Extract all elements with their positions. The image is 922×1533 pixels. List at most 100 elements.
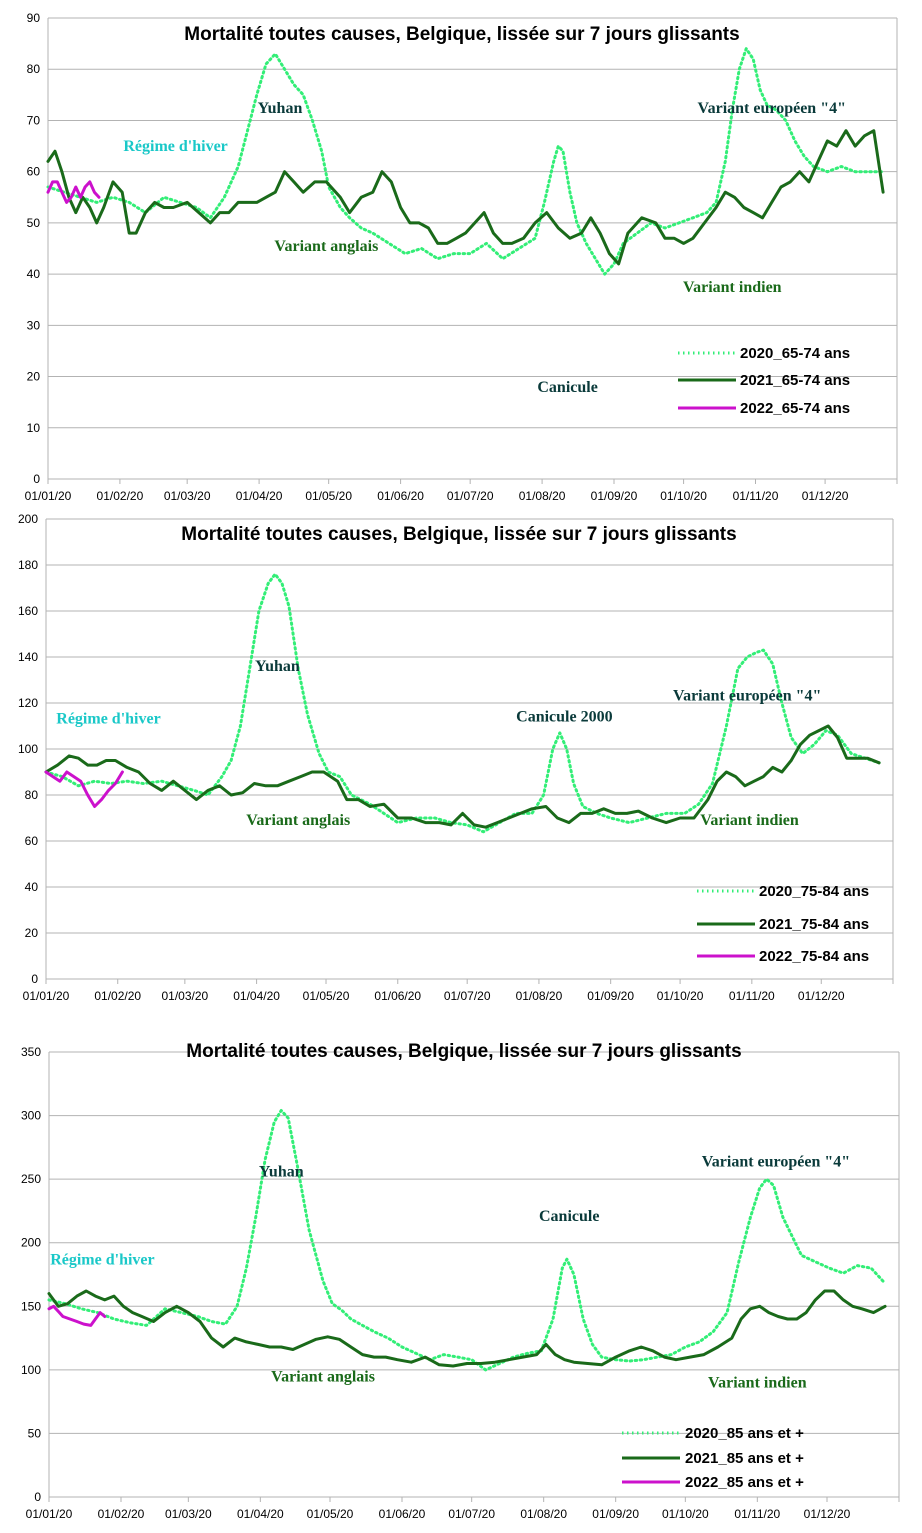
x-tick-label: 01/05/20 [303, 989, 350, 1003]
annotation: Variant anglais [246, 812, 350, 829]
x-tick-label: 01/05/20 [305, 489, 352, 503]
series-line-2 [46, 129, 885, 266]
y-tick-label: 70 [27, 113, 41, 127]
x-tick-label: 01/01/20 [25, 489, 72, 503]
y-tick-label: 90 [27, 11, 41, 25]
series-line-1 [44, 572, 881, 834]
x-tick-label: 01/05/20 [307, 1507, 354, 1521]
y-tick-label: 100 [21, 1363, 41, 1377]
y-tick-label: 160 [18, 604, 38, 618]
x-tick-label: 01/02/20 [94, 989, 141, 1003]
y-tick-label: 100 [18, 742, 38, 756]
x-tick-label: 01/02/20 [98, 1507, 145, 1521]
legend-label: 2020_75-84 ans [759, 883, 869, 900]
y-tick-label: 180 [18, 558, 38, 572]
x-tick-label: 01/11/20 [734, 1507, 780, 1521]
y-tick-label: 50 [27, 216, 41, 230]
x-tick-label: 01/01/20 [26, 1507, 73, 1521]
annotation: Yuhan [258, 100, 303, 117]
x-tick-label: 01/10/20 [660, 489, 707, 503]
x-tick-label: 01/03/20 [164, 489, 211, 503]
annotation: Variant indien [683, 279, 782, 296]
annotation: Variant européen "4" [702, 1153, 850, 1170]
y-tick-label: 40 [27, 267, 41, 281]
y-tick-label: 0 [34, 1490, 41, 1504]
legend-label: 2020_85 ans et + [685, 1425, 804, 1442]
annotation: Variant européen "4" [673, 688, 821, 705]
x-tick-label: 01/12/20 [802, 489, 849, 503]
y-tick-label: 20 [25, 926, 39, 940]
x-tick-label: 01/10/20 [657, 989, 704, 1003]
y-tick-label: 20 [27, 370, 41, 384]
series-line-3 [47, 1304, 107, 1327]
y-tick-label: 120 [18, 696, 38, 710]
x-tick-label: 01/11/20 [729, 989, 775, 1003]
series-line-2 [44, 724, 881, 829]
series-line-1 [47, 1109, 887, 1372]
legend-label: 2022_75-84 ans [759, 948, 869, 965]
series-line-2 [47, 1289, 887, 1368]
x-tick-label: 01/04/20 [236, 489, 283, 503]
x-tick-label: 01/01/20 [23, 989, 70, 1003]
y-tick-label: 150 [21, 1299, 41, 1313]
x-tick-label: 01/09/20 [587, 989, 634, 1003]
series-line-1 [46, 47, 885, 276]
annotation: Variant indien [708, 1375, 807, 1392]
x-tick-label: 01/11/20 [733, 489, 779, 503]
y-tick-label: 60 [25, 834, 39, 848]
annotation: Régime d'hiver [56, 711, 160, 728]
y-tick-label: 50 [28, 1426, 42, 1440]
y-tick-label: 80 [25, 788, 39, 802]
annotation: Variant européen "4" [698, 100, 846, 117]
y-tick-label: 10 [27, 421, 41, 435]
x-tick-label: 01/04/20 [237, 1507, 284, 1521]
chart-title: Mortalité toutes causes, Belgique, lissé… [186, 1041, 741, 1062]
y-tick-label: 300 [21, 1109, 41, 1123]
x-tick-label: 01/12/20 [798, 989, 845, 1003]
x-tick-label: 01/07/20 [444, 989, 491, 1003]
x-tick-label: 01/09/20 [591, 489, 638, 503]
x-tick-label: 01/03/20 [165, 1507, 212, 1521]
chart-3: 0 50 100 150 200 250 300 350 01/01/20 01/02/20 01/… [21, 1041, 900, 1521]
legend-label: 2022_65-74 ans [740, 400, 850, 417]
chart-1: 0 10 20 30 40 50 60 70 80 90 01/01/20 01/02/20 01/03… [25, 11, 898, 503]
series-line-3 [46, 180, 101, 204]
legend-label: 2021_85 ans et + [685, 1450, 804, 1467]
legend: 2020_85 ans et + 2021_85 ans et + 2022_85 … [622, 1425, 804, 1491]
y-tick-label: 350 [21, 1045, 41, 1059]
x-tick-label: 01/09/20 [592, 1507, 639, 1521]
x-tick-label: 01/03/20 [161, 989, 208, 1003]
x-tick-label: 01/10/20 [662, 1507, 709, 1521]
x-tick-label: 01/07/20 [447, 489, 494, 503]
x-tick-label: 01/06/20 [379, 1507, 426, 1521]
legend-label: 2021_65-74 ans [740, 372, 850, 389]
annotation: Yuhan [255, 658, 300, 675]
legend: 2020_75-84 ans 2021_75-84 ans 2022_75-84 a… [697, 883, 869, 965]
annotation: Variant anglais [274, 238, 378, 255]
chart-title: Mortalité toutes causes, Belgique, lissé… [181, 524, 736, 545]
annotation: Canicule [539, 1208, 599, 1225]
annotation: Canicule 2000 [516, 708, 612, 725]
y-tick-label: 0 [31, 972, 38, 986]
x-tick-label: 01/08/20 [519, 489, 566, 503]
y-tick-label: 60 [27, 165, 41, 179]
x-tick-label: 01/08/20 [516, 989, 563, 1003]
x-tick-label: 01/08/20 [520, 1507, 567, 1521]
chart-title: Mortalité toutes causes, Belgique, lissé… [184, 24, 739, 45]
legend-label: 2020_65-74 ans [740, 345, 850, 362]
y-tick-label: 200 [18, 512, 38, 526]
y-tick-label: 140 [18, 650, 38, 664]
annotation: Régime d'hiver [123, 138, 227, 155]
y-tick-label: 250 [21, 1172, 41, 1186]
y-tick-label: 40 [25, 880, 39, 894]
legend-label: 2022_85 ans et + [685, 1474, 804, 1491]
x-tick-label: 01/12/20 [804, 1507, 851, 1521]
chart-2: 0 20 40 60 80 100 120 140 160 180 200 01/01/20 01/02… [18, 512, 894, 1003]
x-tick-label: 01/06/20 [374, 989, 421, 1003]
annotation: Canicule [537, 379, 597, 396]
y-tick-label: 80 [27, 62, 41, 76]
x-tick-label: 01/07/20 [448, 1507, 495, 1521]
series-line-3 [44, 770, 124, 808]
y-tick-label: 0 [33, 472, 40, 486]
